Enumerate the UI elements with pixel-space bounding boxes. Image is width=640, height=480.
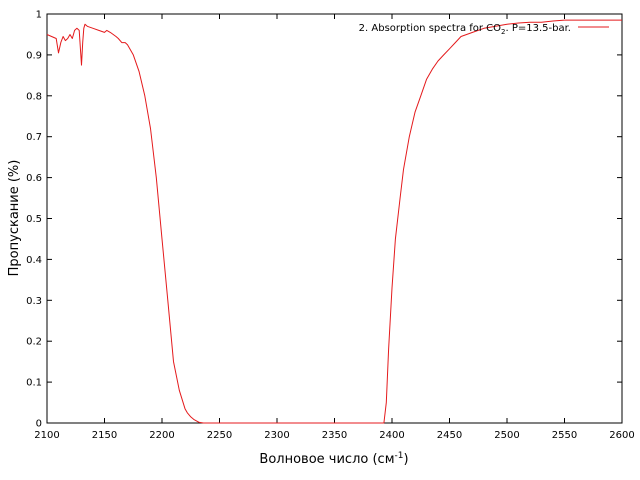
y-tick-label: 0.9: [26, 50, 42, 61]
legend-label: 2. Absorption spectra for CO2. P=13.5-ba…: [359, 23, 571, 36]
y-tick-label: 0.8: [26, 91, 42, 102]
y-tick-label: 0.1: [26, 378, 42, 389]
y-tick-label: 0.4: [26, 255, 42, 266]
x-tick-label: 2250: [207, 430, 232, 441]
y-tick-label: 0.6: [26, 173, 42, 184]
x-tick-label: 2100: [34, 430, 59, 441]
x-tick-label: 2400: [379, 430, 404, 441]
x-tick-label: 2350: [322, 430, 347, 441]
y-tick-label: 0.7: [26, 132, 42, 143]
y-tick-label: 0.3: [26, 296, 42, 307]
x-tick-label: 2550: [552, 430, 577, 441]
x-tick-label: 2300: [264, 430, 289, 441]
legend: 2. Absorption spectra for CO2. P=13.5-ba…: [359, 23, 609, 36]
series-layer: [46, 19, 622, 424]
x-tick-label: 2500: [494, 430, 519, 441]
x-tick-label: 2200: [149, 430, 174, 441]
y-axis: 0 0.1 0.2 0.3 0.4 0.5 0.6 0.7 0.8 0.9 1: [26, 10, 622, 430]
x-tick-label: 2450: [437, 430, 462, 441]
y-tick-label: 0.5: [26, 214, 42, 225]
x-axis-label: Волновое число (см-1): [259, 451, 408, 467]
x-tick-label: 2600: [609, 430, 634, 441]
y-tick-label: 0: [36, 419, 42, 430]
y-axis-label: Пропускание (%): [7, 160, 22, 277]
plot-frame: [46, 13, 623, 424]
y-tick-label: 1: [36, 10, 42, 21]
x-axis: 2100 2150 2200 2250 2300 2350 2400 2450 2500 2550…: [34, 14, 635, 441]
y-tick-label: 0.2: [26, 337, 42, 348]
x-tick-label: 2150: [92, 430, 117, 441]
series-line: [46, 19, 622, 424]
